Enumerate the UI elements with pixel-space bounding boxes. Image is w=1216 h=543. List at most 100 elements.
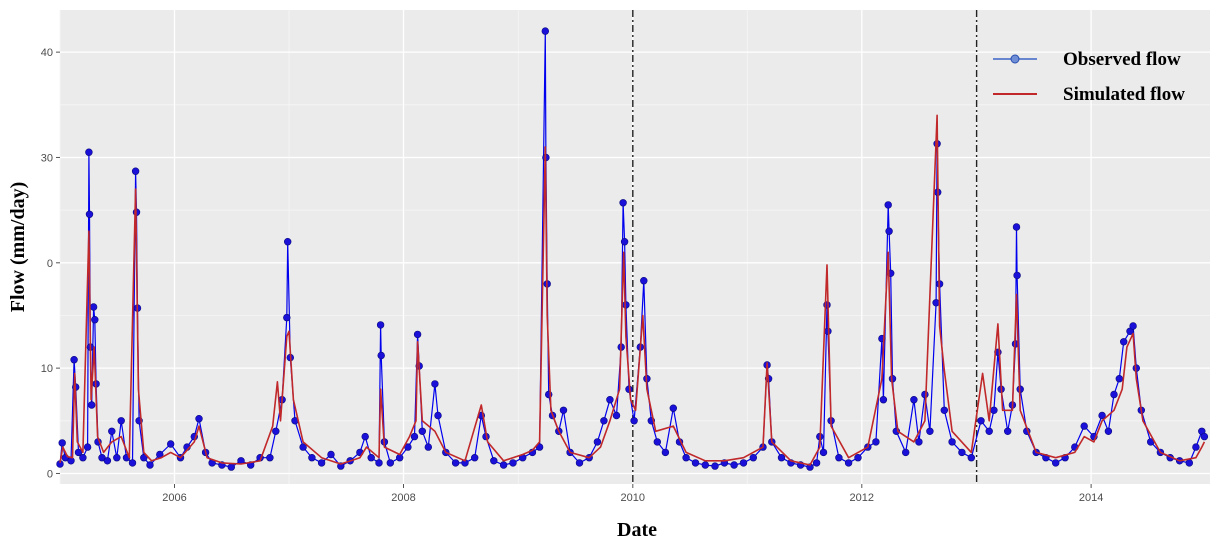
observed-point [367, 454, 375, 462]
observed-point [593, 438, 602, 446]
observed-point [1110, 390, 1118, 399]
observed-point [921, 390, 929, 399]
observed-point [575, 459, 584, 467]
observed-point [87, 401, 96, 409]
observed-point [377, 351, 385, 360]
observed-point [682, 454, 690, 462]
observed-point [74, 448, 83, 457]
observed-point [749, 454, 757, 462]
observed-point [819, 448, 828, 457]
legend: Observed flow Simulated flow [993, 49, 1185, 105]
observed-point [79, 454, 87, 462]
observed-point [1192, 443, 1200, 451]
observed-point [58, 439, 66, 447]
y-tick-label: 40 [41, 47, 53, 59]
observed-point [272, 427, 280, 435]
observed-point [227, 463, 236, 471]
observed-point [167, 440, 175, 448]
observed-point [317, 459, 326, 467]
observed-point [967, 454, 975, 462]
y-tick-label: 0 [47, 468, 53, 480]
observed-point [195, 415, 203, 423]
observed-point [131, 167, 140, 175]
observed-point [619, 199, 627, 207]
observed-point [283, 313, 291, 322]
observed-point [117, 417, 125, 425]
x-tick-label: 2006 [162, 492, 186, 504]
observed-point [932, 299, 940, 307]
observed-point [376, 321, 385, 329]
observed-point [1013, 271, 1021, 280]
y-axis-ticks: 0 10 0 30 40 [41, 47, 60, 480]
x-tick-label: 2014 [1079, 492, 1103, 504]
observed-point [612, 411, 621, 420]
observed-point [600, 417, 608, 425]
observed-point [85, 210, 94, 219]
observed-point [1185, 459, 1194, 467]
observed-point [854, 454, 862, 462]
simulated-flow-layer [59, 114, 1206, 466]
observed-point [89, 303, 98, 311]
observed-point [711, 462, 719, 470]
observed-point [915, 438, 923, 446]
simulated-flow-line [59, 114, 1206, 466]
observed-point [739, 459, 748, 467]
observed-point [990, 406, 998, 414]
observed-point [777, 454, 786, 462]
observed-point [901, 448, 910, 457]
observed-point [1003, 427, 1012, 435]
observed-point [146, 461, 154, 469]
x-tick-label: 2012 [850, 492, 874, 504]
observed-point [284, 238, 292, 246]
observed-point [884, 201, 892, 209]
observed-point [730, 461, 738, 469]
observed-point [1104, 427, 1113, 435]
observed-point [926, 427, 934, 435]
observed-point [509, 459, 517, 467]
observed-point [701, 461, 709, 469]
observed-point [490, 457, 498, 465]
observed-point [606, 396, 614, 404]
observed-point [940, 406, 948, 414]
observed-point [1119, 338, 1128, 346]
observed-point [1098, 411, 1106, 420]
observed-point [413, 330, 422, 339]
observed-point [1115, 375, 1124, 383]
observed-point [396, 454, 404, 462]
y-tick-label: 10 [41, 363, 53, 375]
observed-point [958, 448, 966, 457]
observed-point [410, 432, 419, 441]
observed-point [103, 457, 112, 465]
observed-point [386, 459, 394, 467]
observed-point [559, 406, 568, 414]
observed-point [630, 417, 638, 425]
observed-point [653, 438, 661, 446]
observed-point [361, 432, 369, 441]
observed-point [70, 356, 78, 364]
observed-point [308, 454, 316, 462]
y-axis-title: Flow (mm/day) [7, 182, 29, 313]
observed-point [910, 396, 918, 404]
observed-point [418, 427, 426, 435]
observed-point [948, 438, 956, 446]
observed-point [812, 459, 821, 467]
observed-point [375, 459, 383, 467]
observed-point [451, 459, 460, 467]
observed-point [541, 27, 549, 35]
observed-point [1200, 432, 1209, 441]
observed-point [844, 459, 853, 467]
x-axis-title: Date [617, 519, 657, 541]
y-tick-label: 0 [47, 258, 53, 270]
legend-observed-marker [1010, 54, 1020, 64]
observed-point [67, 457, 75, 465]
observed-point [128, 459, 137, 467]
x-tick-label: 2008 [391, 492, 415, 504]
x-tick-label: 2010 [621, 492, 645, 504]
legend-simulated-label: Simulated flow [1063, 84, 1185, 105]
y-tick-label: 30 [41, 152, 53, 164]
observed-point [471, 454, 479, 462]
observed-point [327, 450, 335, 459]
observed-point [885, 227, 893, 235]
observed-point [535, 443, 544, 451]
observed-point [640, 277, 648, 285]
